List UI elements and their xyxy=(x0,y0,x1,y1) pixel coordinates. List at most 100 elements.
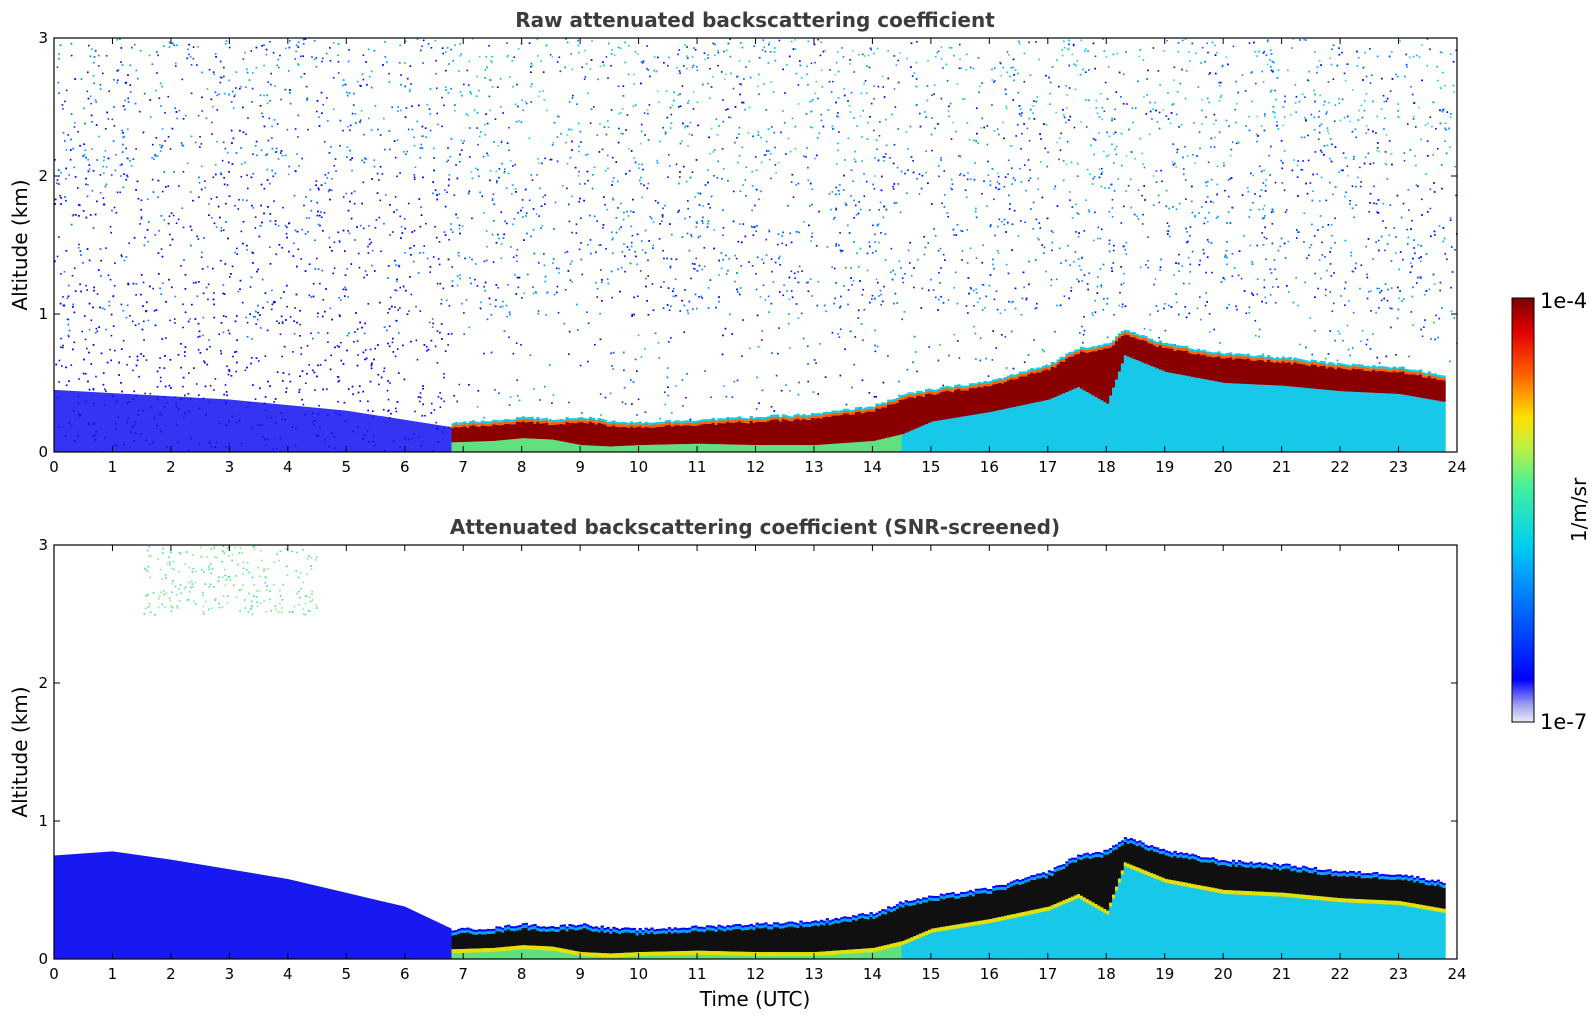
noise-pixel xyxy=(1389,204,1392,206)
noise-pixel xyxy=(1061,48,1064,51)
noise-pixel xyxy=(768,158,771,161)
noise-pixel xyxy=(1417,185,1419,188)
noise-pixel xyxy=(691,134,693,136)
noise-pixel xyxy=(628,248,631,251)
noise-pixel xyxy=(727,116,730,119)
noise-pixel xyxy=(1367,128,1370,131)
noise-pixel xyxy=(222,292,224,295)
noise-pixel xyxy=(122,309,125,312)
noise-pixel xyxy=(458,227,461,230)
noise-pixel xyxy=(214,378,217,380)
noise-pixel xyxy=(219,81,222,84)
noise-pixel xyxy=(1375,132,1377,134)
noise-pixel xyxy=(1343,72,1346,75)
noise-pixel xyxy=(63,140,66,142)
noise-pixel xyxy=(362,78,365,81)
noise-pixel xyxy=(245,86,247,89)
noise-pixel xyxy=(1307,159,1310,162)
noise-pixel xyxy=(1294,102,1297,104)
noise-pixel xyxy=(690,235,693,238)
noise-pixel xyxy=(736,75,739,78)
noise-pixel xyxy=(666,64,669,67)
noise-pixel xyxy=(599,393,602,395)
noise-pixel xyxy=(1349,120,1351,123)
noise-pixel xyxy=(214,91,217,94)
noise-pixel xyxy=(722,168,725,170)
noise-pixel xyxy=(174,65,177,67)
noise-pixel xyxy=(604,203,606,206)
noise-pixel xyxy=(345,192,347,195)
noise-pixel xyxy=(254,398,257,400)
noise-pixel xyxy=(356,328,359,330)
noise-pixel xyxy=(1308,246,1311,249)
noise-pixel xyxy=(1405,53,1408,56)
noise-pixel xyxy=(203,360,205,362)
noise-pixel xyxy=(918,173,921,176)
noise-pixel xyxy=(755,230,758,233)
noise-pixel xyxy=(632,105,635,108)
noise-pixel xyxy=(298,164,300,167)
noise-pixel xyxy=(1234,108,1236,111)
noise-pixel xyxy=(973,305,975,307)
noise-pixel xyxy=(640,356,643,358)
noise-pixel xyxy=(159,144,161,146)
noise-pixel xyxy=(752,226,754,229)
noise-pixel xyxy=(1426,140,1429,142)
noise-pixel xyxy=(405,289,407,292)
noise-pixel xyxy=(1428,288,1431,291)
noise-pixel xyxy=(786,64,788,66)
noise-pixel xyxy=(565,141,567,144)
noise-pixel xyxy=(904,272,906,275)
noise-pixel xyxy=(431,326,434,328)
noise-pixel xyxy=(800,77,803,79)
noise-pixel xyxy=(994,80,996,82)
noise-pixel xyxy=(116,79,119,82)
noise-pixel xyxy=(58,359,61,362)
noise-pixel xyxy=(293,333,296,335)
noise-pixel xyxy=(1285,209,1288,211)
noise-pixel xyxy=(666,304,669,306)
noise-pixel xyxy=(611,156,614,159)
noise-pixel xyxy=(1293,159,1295,161)
noise-pixel xyxy=(254,227,257,229)
noise-pixel xyxy=(515,121,518,123)
noise-pixel xyxy=(286,305,288,308)
noise-pixel xyxy=(383,370,385,373)
noise-pixel xyxy=(627,215,630,217)
noise-pixel xyxy=(67,335,70,338)
noise-pixel xyxy=(1327,101,1330,104)
noise-pixel xyxy=(687,312,689,315)
noise-pixel xyxy=(422,385,424,387)
noise-pixel xyxy=(595,251,597,254)
noise-pixel xyxy=(669,127,672,129)
noise-pixel xyxy=(694,49,697,51)
noise-pixel xyxy=(1068,191,1071,193)
noise-pixel xyxy=(88,328,91,331)
noise-pixel xyxy=(981,309,984,311)
noise-pixel xyxy=(425,222,427,225)
noise-pixel xyxy=(104,150,107,152)
noise-pixel xyxy=(269,262,272,265)
noise-pixel xyxy=(1388,234,1391,237)
noise-pixel xyxy=(901,277,904,280)
noise-pixel xyxy=(685,396,687,399)
noise-pixel xyxy=(509,396,512,398)
noise-pixel xyxy=(579,364,582,367)
noise-pixel xyxy=(1256,115,1259,118)
noise-pixel xyxy=(394,306,396,308)
noise-pixel xyxy=(246,248,248,251)
noise-pixel xyxy=(671,104,674,107)
noise-pixel xyxy=(365,357,368,360)
noise-pixel xyxy=(280,150,283,152)
noise-pixel xyxy=(79,250,82,252)
noise-pixel xyxy=(1421,44,1423,47)
noise-pixel xyxy=(643,112,646,114)
noise-pixel xyxy=(863,308,866,311)
noise-pixel xyxy=(803,155,805,158)
noise-pixel xyxy=(939,247,942,250)
noise-pixel xyxy=(1283,189,1286,192)
noise-pixel xyxy=(176,117,178,120)
noise-pixel xyxy=(409,88,411,91)
noise-pixel xyxy=(129,160,131,162)
noise-pixel xyxy=(323,141,326,143)
